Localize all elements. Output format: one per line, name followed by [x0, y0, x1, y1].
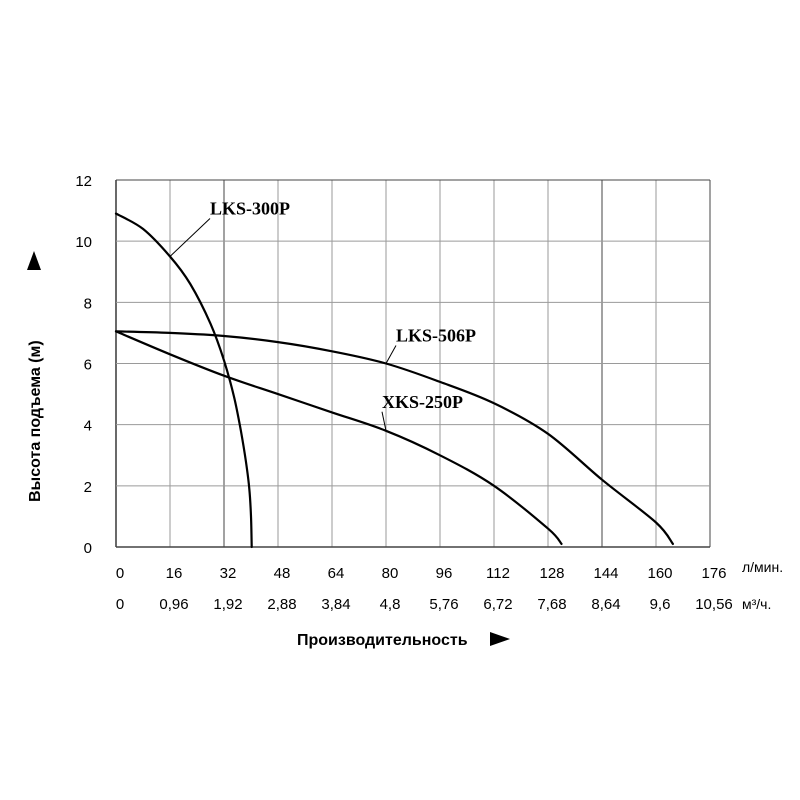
x-tick-label: 128 — [539, 565, 564, 582]
x2-tick-label: 9,6 — [650, 596, 671, 613]
y-tick-label: 0 — [84, 540, 92, 557]
series-leader-line — [385, 345, 397, 364]
x2-tick-label: 2,88 — [267, 596, 296, 613]
y-tick-labels: 0 2 4 6 8 10 12 — [75, 173, 92, 557]
y-tick-label: 2 — [84, 479, 92, 496]
x2-tick-label: 3,84 — [321, 596, 350, 613]
x-unit-label: л/мин. — [742, 559, 783, 575]
x-tick-label: 80 — [382, 565, 399, 582]
series-leader-line — [381, 411, 387, 431]
y-axis-title-text: Высота подъема (м) — [27, 340, 44, 502]
x2-tick-label: 4,8 — [380, 596, 401, 613]
x-tick-label: 48 — [274, 565, 291, 582]
up-arrow-icon — [27, 251, 41, 270]
x2-tick-label: 8,64 — [591, 596, 620, 613]
y-tick-label: 12 — [75, 173, 92, 190]
x2-tick-label: 7,68 — [537, 596, 566, 613]
series-label: LKS-300P — [210, 198, 290, 218]
x-tick-label: 160 — [647, 565, 672, 582]
series-line — [114, 330, 674, 545]
y-tick-label: 6 — [84, 357, 92, 374]
x2-tick-label: 1,92 — [213, 596, 242, 613]
x2-unit-label: м³/ч. — [742, 596, 771, 612]
series-line — [114, 330, 563, 545]
series-label: XKS-250P — [382, 392, 463, 412]
series-line — [114, 212, 253, 549]
x-tick-label: 176 — [701, 565, 726, 582]
y-tick-label: 10 — [75, 234, 92, 251]
series-label: LKS-506P — [396, 326, 476, 346]
x-axis-title: Производительность — [297, 632, 510, 649]
x-tick-label: 0 — [116, 565, 124, 582]
x2-tick-label: 0,96 — [159, 596, 188, 613]
x-axis-title-text: Производительность — [297, 632, 468, 649]
x2-tick-label: 6,72 — [483, 596, 512, 613]
x-tick-label: 112 — [486, 565, 510, 582]
x2-tick-label: 10,56 — [695, 596, 733, 613]
x2-tick-label: 5,76 — [429, 596, 458, 613]
y-tick-label: 4 — [84, 418, 92, 435]
y-tick-label: 8 — [84, 295, 92, 312]
chart-grid — [115, 179, 711, 548]
x-tick-label: 96 — [436, 565, 453, 582]
x-tick-labels: 0 16 32 48 64 80 96 112 128 144 160 176 — [116, 565, 727, 582]
x-tick-label: 32 — [220, 565, 237, 582]
x2-tick-labels: 0 0,96 1,92 2,88 3,84 4,8 5,76 6,72 7,68 8,64 9,6 1… — [116, 596, 733, 613]
x-tick-label: 144 — [593, 565, 618, 582]
x-tick-label: 16 — [166, 565, 183, 582]
series-leader-line — [169, 218, 211, 257]
y-axis-title: Высота подъема (м) — [27, 251, 44, 502]
x-tick-label: 64 — [328, 565, 345, 582]
x2-tick-label: 0 — [116, 596, 124, 613]
right-arrow-icon — [490, 632, 510, 646]
chart-curves — [114, 212, 674, 549]
series-labels: LKS-300P LKS-506P XKS-250P — [169, 198, 476, 431]
